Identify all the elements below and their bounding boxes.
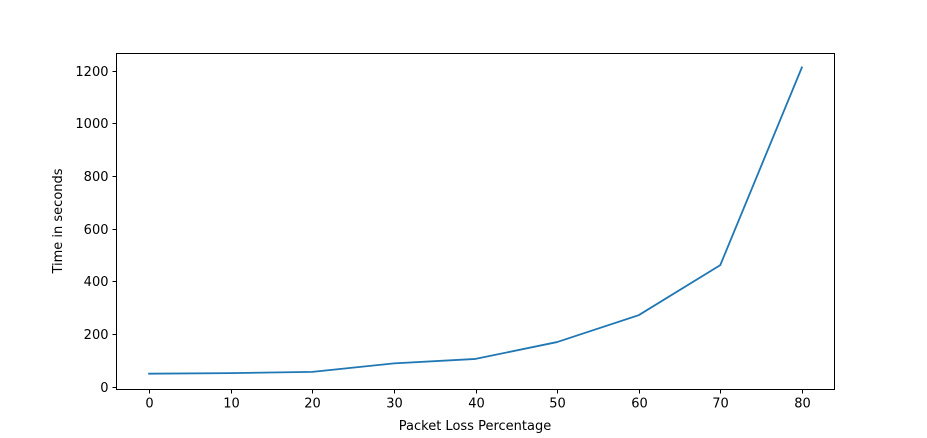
series-layer bbox=[148, 66, 804, 375]
x-tick-label: 30 bbox=[386, 397, 403, 412]
y-tick-label: 200 bbox=[84, 328, 109, 343]
x-axis-label: Packet Loss Percentage bbox=[399, 419, 551, 434]
y-tick-label: 400 bbox=[84, 275, 109, 290]
plot-frame bbox=[116, 53, 835, 390]
y-axis-label: Time in seconds bbox=[51, 168, 66, 274]
x-tick-label: 50 bbox=[549, 397, 566, 412]
x-tick-label: 80 bbox=[794, 397, 811, 412]
y-tick-label: 800 bbox=[84, 170, 109, 185]
x-tick-label: 60 bbox=[631, 397, 648, 412]
y-tick-label: 0 bbox=[100, 381, 108, 396]
y-tick-label: 1200 bbox=[75, 65, 108, 80]
series-line bbox=[148, 66, 804, 375]
x-tick-label: 10 bbox=[223, 397, 240, 412]
x-tick-label: 40 bbox=[468, 397, 485, 412]
x-tick-label: 0 bbox=[145, 397, 153, 412]
x-tick-label: 70 bbox=[712, 397, 729, 412]
x-axis: 0 10 20 30 40 50 60 70 80 bbox=[145, 389, 811, 412]
y-tick-label: 600 bbox=[84, 223, 109, 238]
y-tick-label: 1000 bbox=[75, 117, 108, 132]
y-axis: 0 200 400 600 800 1000 1200 bbox=[75, 65, 117, 396]
plot-area bbox=[116, 53, 835, 390]
x-tick-label: 20 bbox=[304, 397, 321, 412]
